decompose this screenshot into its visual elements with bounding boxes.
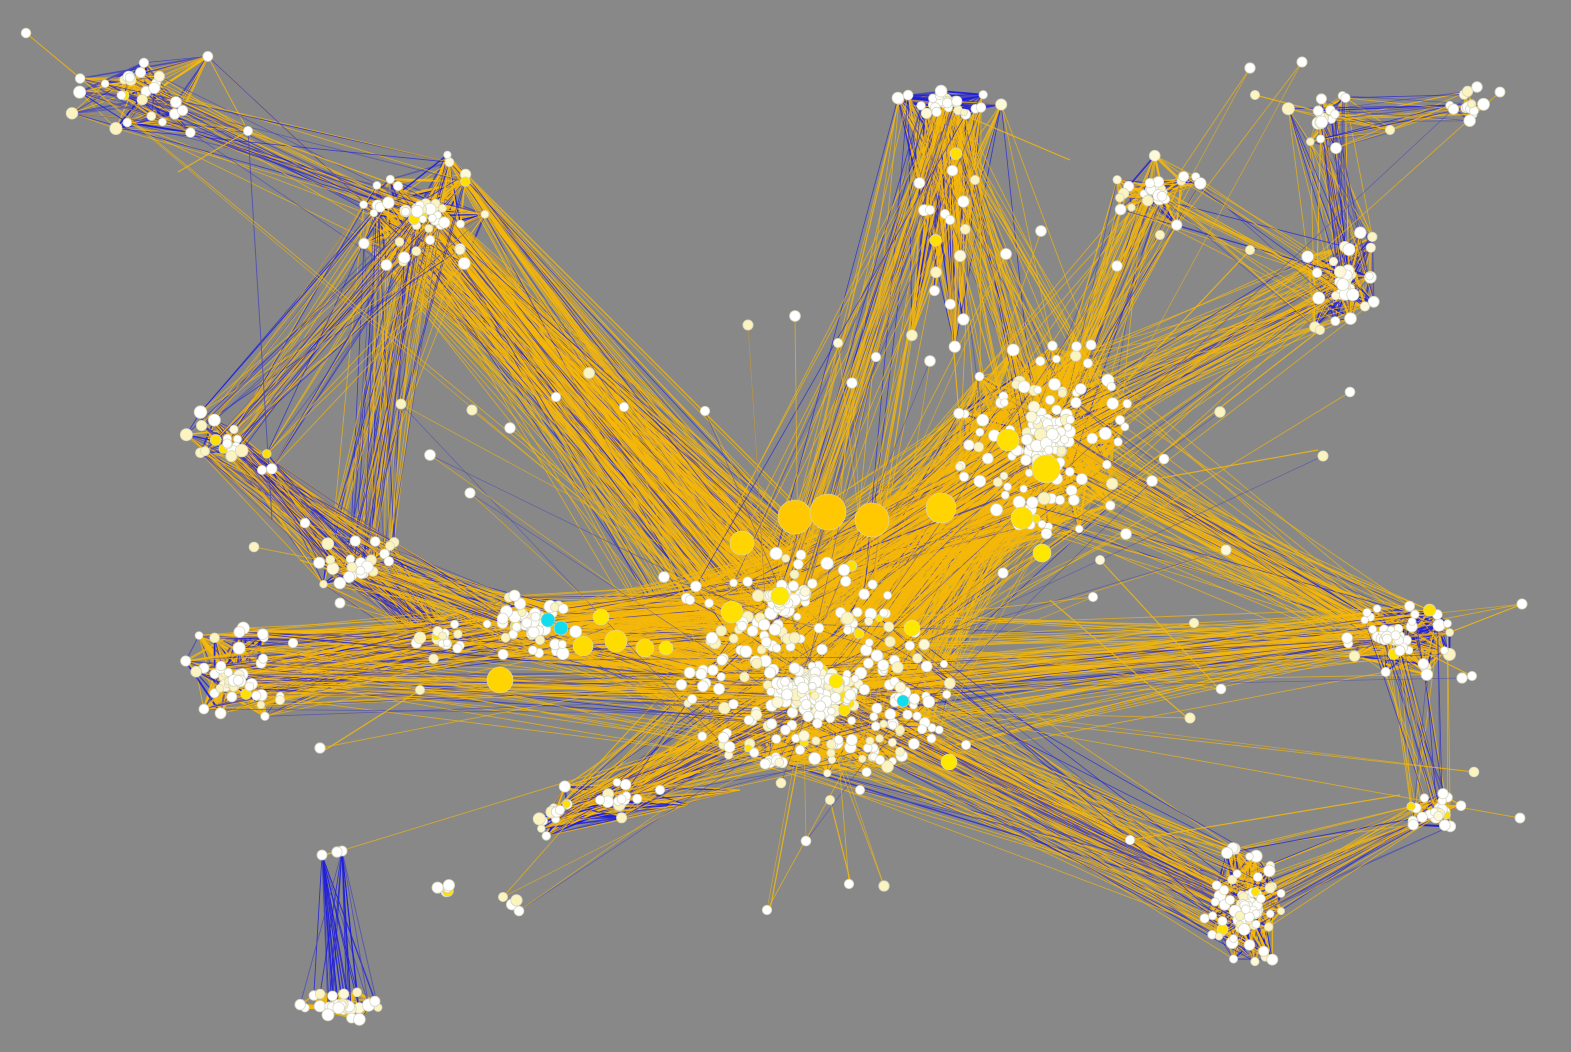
graph-edge [71,112,117,129]
graph-edge [127,121,191,134]
graph-edge [159,75,249,132]
graph-edge [175,55,209,103]
graph-edge [207,56,249,132]
graph-edge [71,83,106,114]
graph-edge [181,55,209,111]
graph-edge [79,91,128,123]
graph-edge [127,122,249,132]
graph-edge [79,78,249,132]
graph-edge [159,56,208,77]
graph-edge [390,161,450,181]
graph-edge [79,77,152,117]
graph-edge [71,94,122,114]
graph-edge [390,178,466,183]
graph-edge [190,130,249,133]
